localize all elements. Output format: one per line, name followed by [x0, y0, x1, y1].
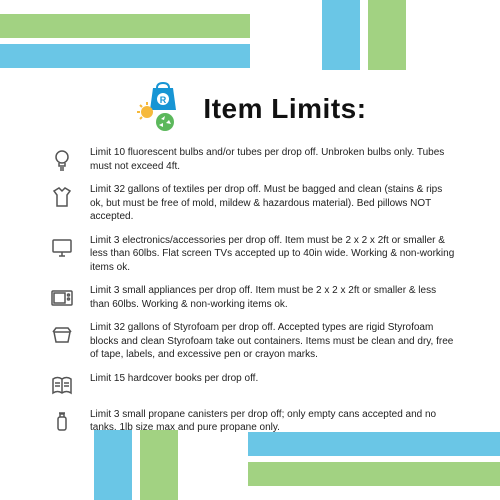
- list-item: Limit 3 small appliances per drop off. I…: [48, 284, 458, 311]
- item-text: Limit 3 electronics/accessories per drop…: [90, 234, 458, 275]
- list-item: Limit 15 hardcover books per drop off.: [48, 372, 458, 398]
- propane-icon: [48, 408, 76, 434]
- item-text: Limit 10 fluorescent bulbs and/or tubes …: [90, 146, 458, 173]
- book-icon: [48, 372, 76, 398]
- container-icon: [48, 321, 76, 347]
- list-item: Limit 3 small propane canisters per drop…: [48, 408, 458, 435]
- list-item: Limit 32 gallons of Styrofoam per drop o…: [48, 321, 458, 362]
- stripe-top-green: [0, 14, 250, 38]
- item-text: Limit 32 gallons of textiles per drop of…: [90, 183, 458, 224]
- list-item: Limit 10 fluorescent bulbs and/or tubes …: [48, 146, 458, 173]
- recycle-logo-icon: R: [133, 82, 187, 136]
- stripe-top-blue: [0, 44, 250, 68]
- header: R Item Limits:: [0, 82, 500, 136]
- stripe-top-vert-green: [368, 0, 406, 70]
- item-text: Limit 32 gallons of Styrofoam per drop o…: [90, 321, 458, 362]
- svg-text:R: R: [160, 95, 167, 105]
- stripe-bottom-green: [248, 462, 500, 486]
- list-item: Limit 3 electronics/accessories per drop…: [48, 234, 458, 275]
- monitor-icon: [48, 234, 76, 260]
- page-title: Item Limits:: [203, 93, 366, 125]
- item-text: Limit 15 hardcover books per drop off.: [90, 372, 258, 386]
- stripe-top-vert-blue: [322, 0, 360, 70]
- bulb-icon: [48, 146, 76, 172]
- item-text: Limit 3 small appliances per drop off. I…: [90, 284, 458, 311]
- item-limits-list: Limit 10 fluorescent bulbs and/or tubes …: [48, 146, 458, 445]
- shirt-icon: [48, 183, 76, 209]
- list-item: Limit 32 gallons of textiles per drop of…: [48, 183, 458, 224]
- item-text: Limit 3 small propane canisters per drop…: [90, 408, 458, 435]
- microwave-icon: [48, 284, 76, 310]
